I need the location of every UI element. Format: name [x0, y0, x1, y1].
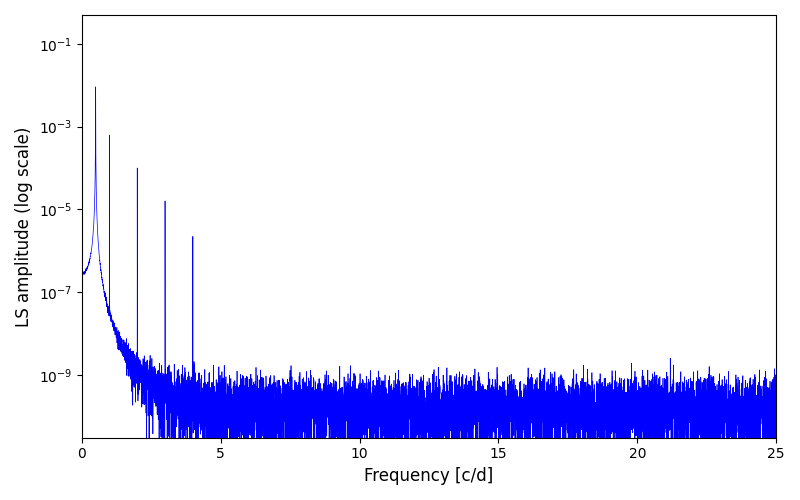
X-axis label: Frequency [c/d]: Frequency [c/d] [364, 467, 494, 485]
Y-axis label: LS amplitude (log scale): LS amplitude (log scale) [15, 126, 33, 326]
